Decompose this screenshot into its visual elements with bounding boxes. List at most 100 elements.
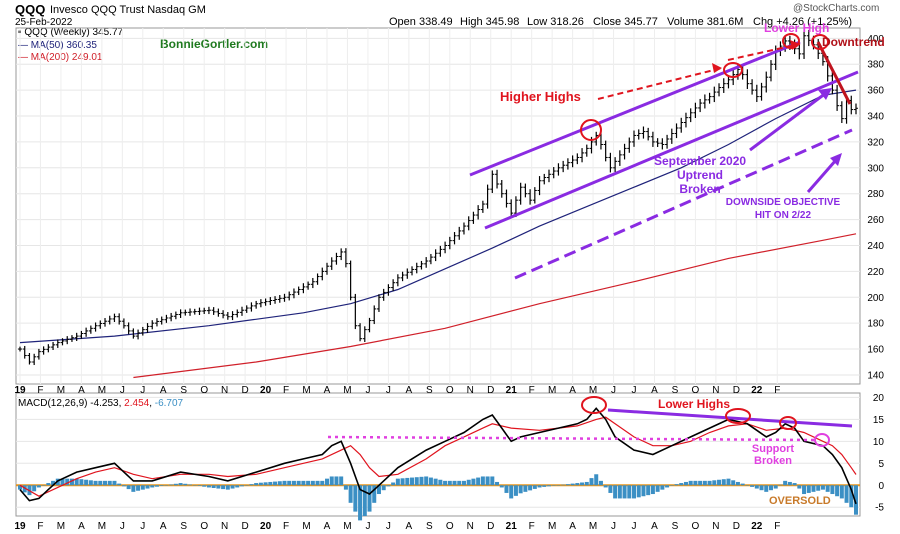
macd-x-tick-label: O [446, 521, 454, 532]
macd-y-tick-label: 5 [878, 459, 884, 470]
macd-histogram-bar [546, 485, 551, 487]
price-y-tick-label: 160 [867, 345, 884, 356]
macd-x-tick-label: F [774, 521, 780, 532]
label-downtrend: Downtrend [822, 35, 885, 49]
macd-histogram-bar [164, 485, 169, 486]
price-y-tick-label: 400 [867, 34, 884, 45]
macd-histogram-bar [792, 483, 797, 486]
ma200-line [133, 233, 857, 379]
macd-histogram-bar [816, 485, 821, 491]
macd-group [16, 407, 860, 521]
macd-histogram-bar [594, 474, 599, 486]
price-y-tick-label: 380 [867, 60, 884, 71]
macd-x-tick-label: M [343, 521, 351, 532]
macd-histogram-bar [291, 480, 296, 486]
price-x-tick-label: F [283, 385, 289, 396]
macd-histogram-bar [768, 485, 773, 491]
macd-histogram-bar [405, 477, 410, 486]
macd-x-tick-label: A [569, 521, 576, 532]
channel-upper-line [469, 40, 801, 177]
macd-line [19, 407, 857, 505]
macd-histogram-bar [433, 478, 438, 486]
label-support-1: Support [751, 443, 795, 455]
price-y-tick-label: 140 [867, 370, 884, 381]
label-uptrend-1: September 2020 [654, 154, 747, 168]
macd-histogram-bar [424, 476, 429, 486]
macd-histogram-bar [674, 484, 679, 486]
macd-histogram-bar [258, 482, 263, 486]
gridlines [16, 28, 860, 508]
change-value: Chg +4.26 (+1.25%) [753, 16, 853, 28]
macd-histogram-bar [764, 485, 769, 492]
macd-histogram-bar [154, 485, 159, 487]
macd-histogram-bar [221, 485, 226, 490]
macd-histogram-bar [358, 485, 363, 521]
label-higher-highs: Higher Highs [500, 89, 581, 104]
macd-histogram-bar [46, 483, 51, 486]
macd-histogram-bar [717, 479, 722, 486]
macd-histogram-bar [570, 483, 575, 486]
macd-legend-v1: -4.253 [90, 398, 119, 409]
macd-panel-border [15, 392, 861, 517]
macd-histogram-bar [580, 482, 585, 486]
price-x-tick-label: M [548, 385, 556, 396]
macd-histogram-bar [268, 481, 273, 486]
macd-y-tick-label: 10 [873, 437, 885, 448]
label-lower-highs: Lower Highs [658, 397, 731, 411]
macd-histogram-bar [622, 485, 627, 499]
macd-histogram-bar [230, 485, 235, 489]
security-name: Invesco QQQ Trust Nasdaq GM [50, 4, 206, 16]
macd-x-tick-label: D [733, 521, 740, 532]
macd-histogram-bar [150, 485, 155, 488]
price-x-tick-label: J [386, 385, 391, 396]
ma50-group [19, 89, 857, 344]
macd-legend-title: MACD(12,26,9) [18, 398, 88, 409]
macd-histogram-bar [490, 476, 495, 486]
label-lower-high: Lower High [764, 21, 830, 35]
macd-histogram-bar [372, 485, 377, 503]
price-x-tick-label: F [37, 385, 43, 396]
macd-y-tick-label: 20 [873, 393, 885, 404]
macd-histogram-bar [731, 480, 736, 486]
price-x-tick-label: F [774, 385, 780, 396]
macd-y-tick-label: 15 [873, 415, 885, 426]
macd-circle-2 [725, 408, 751, 424]
objective-arrow [806, 159, 838, 193]
macd-histogram-bar [683, 481, 688, 486]
macd-histogram-bar [329, 476, 334, 486]
price-x-tick-label: M [302, 385, 310, 396]
macd-histogram-bar [173, 483, 178, 486]
price-x-tick-label: D [733, 385, 740, 396]
macd-lower-highs-line [607, 408, 853, 428]
price-legend-text: QQQ (Weekly) 345.77 [24, 27, 124, 38]
label-support-broken: Support Broken [748, 443, 798, 467]
macd-histogram-bar [509, 485, 514, 499]
price-x-tick-label: A [569, 385, 576, 396]
label-objective-2: HIT ON 2/22 [754, 210, 812, 221]
channel-lower-line [484, 70, 859, 230]
macd-histogram-bar [121, 485, 126, 487]
macd-histogram-bar [598, 480, 603, 486]
macd-histogram-bar [107, 480, 112, 486]
macd-histogram-bar [698, 480, 703, 486]
macd-histogram-bar [325, 478, 330, 486]
high-circle-3 [782, 33, 800, 49]
macd-histogram-bar [466, 479, 471, 486]
macd-histogram-bar [537, 485, 542, 488]
macd-histogram-bar [367, 485, 372, 512]
price-y-tick-label: 260 [867, 215, 884, 226]
macd-histogram-bar [235, 485, 240, 488]
price-x-tick-label: S [180, 385, 187, 396]
macd-histogram-bar [239, 485, 244, 487]
price-y-tick-label: 300 [867, 163, 884, 174]
macd-histogram-bar [414, 477, 419, 486]
macd-histogram-bar [428, 477, 433, 486]
downtrend-line [816, 41, 852, 105]
macd-x-tick-label: O [200, 521, 208, 532]
macd-x-tick-label: 20 [260, 521, 272, 532]
macd-histogram-bar [665, 485, 670, 488]
macd-histogram-bar [528, 485, 533, 491]
price-x-tick-label: 22 [751, 385, 763, 396]
macd-y-tick-label: -5 [875, 503, 884, 514]
macd-histogram-bar [188, 484, 193, 486]
